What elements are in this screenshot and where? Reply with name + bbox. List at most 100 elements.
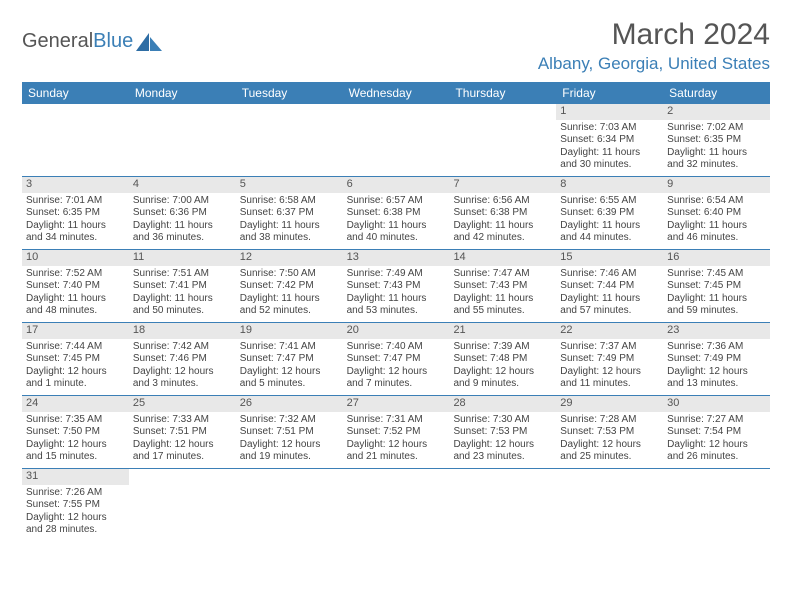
- day-info-line: and 38 minutes.: [240, 232, 339, 245]
- day-cell: 26Sunrise: 7:32 AMSunset: 7:51 PMDayligh…: [236, 396, 343, 468]
- day-info-line: Daylight: 12 hours: [133, 366, 232, 379]
- day-info-line: and 11 minutes.: [560, 378, 659, 391]
- day-cell: 19Sunrise: 7:41 AMSunset: 7:47 PMDayligh…: [236, 323, 343, 395]
- day-info-line: Sunset: 7:53 PM: [560, 426, 659, 439]
- day-cell: [343, 469, 450, 541]
- day-cell: 28Sunrise: 7:30 AMSunset: 7:53 PMDayligh…: [449, 396, 556, 468]
- day-info-line: Sunrise: 7:47 AM: [453, 268, 552, 281]
- day-info-line: Sunrise: 7:31 AM: [347, 414, 446, 427]
- day-cell: [343, 104, 450, 176]
- day-cell: [556, 469, 663, 541]
- day-info-line: Sunset: 7:49 PM: [560, 353, 659, 366]
- day-number: 20: [343, 323, 450, 339]
- day-number: 3: [22, 177, 129, 193]
- day-info-line: Daylight: 11 hours: [560, 147, 659, 160]
- day-cell: 5Sunrise: 6:58 AMSunset: 6:37 PMDaylight…: [236, 177, 343, 249]
- day-info-line: Sunset: 7:54 PM: [667, 426, 766, 439]
- day-info-line: and 13 minutes.: [667, 378, 766, 391]
- logo: GeneralBlue: [22, 18, 162, 53]
- day-info-line: Daylight: 12 hours: [240, 439, 339, 452]
- day-number: 9: [663, 177, 770, 193]
- day-cell: 22Sunrise: 7:37 AMSunset: 7:49 PMDayligh…: [556, 323, 663, 395]
- day-number: 16: [663, 250, 770, 266]
- day-header: Thursday: [449, 82, 556, 104]
- day-info-line: Sunset: 6:36 PM: [133, 207, 232, 220]
- day-number: 31: [22, 469, 129, 485]
- day-info-line: and 7 minutes.: [347, 378, 446, 391]
- day-info-line: Sunset: 7:47 PM: [240, 353, 339, 366]
- day-info-line: Daylight: 12 hours: [133, 439, 232, 452]
- day-info-line: Sunset: 6:38 PM: [347, 207, 446, 220]
- day-cell: 20Sunrise: 7:40 AMSunset: 7:47 PMDayligh…: [343, 323, 450, 395]
- day-cell: [22, 104, 129, 176]
- day-number: 12: [236, 250, 343, 266]
- header: GeneralBlue March 2024 Albany, Georgia, …: [22, 18, 770, 74]
- day-info-line: Sunrise: 7:28 AM: [560, 414, 659, 427]
- day-info-line: Sunrise: 7:27 AM: [667, 414, 766, 427]
- day-info-line: Sunrise: 7:50 AM: [240, 268, 339, 281]
- day-info-line: Daylight: 12 hours: [667, 366, 766, 379]
- day-info-line: and 15 minutes.: [26, 451, 125, 464]
- day-number: 22: [556, 323, 663, 339]
- day-info-line: and 40 minutes.: [347, 232, 446, 245]
- day-cell: 17Sunrise: 7:44 AMSunset: 7:45 PMDayligh…: [22, 323, 129, 395]
- day-info-line: and 5 minutes.: [240, 378, 339, 391]
- day-cell: 15Sunrise: 7:46 AMSunset: 7:44 PMDayligh…: [556, 250, 663, 322]
- day-cell: [236, 104, 343, 176]
- day-number: 6: [343, 177, 450, 193]
- day-info-line: Sunrise: 7:42 AM: [133, 341, 232, 354]
- day-number: 14: [449, 250, 556, 266]
- day-info-line: and 26 minutes.: [667, 451, 766, 464]
- day-info-line: Sunrise: 7:35 AM: [26, 414, 125, 427]
- day-info-line: Daylight: 11 hours: [240, 220, 339, 233]
- day-info-line: Sunset: 7:45 PM: [667, 280, 766, 293]
- day-cell: [663, 469, 770, 541]
- calendar: SundayMondayTuesdayWednesdayThursdayFrid…: [22, 82, 770, 541]
- day-info-line: Sunset: 7:40 PM: [26, 280, 125, 293]
- day-number: 26: [236, 396, 343, 412]
- day-info-line: Daylight: 11 hours: [133, 293, 232, 306]
- day-info-line: and 36 minutes.: [133, 232, 232, 245]
- day-number: 10: [22, 250, 129, 266]
- day-cell: 9Sunrise: 6:54 AMSunset: 6:40 PMDaylight…: [663, 177, 770, 249]
- day-info-line: Sunset: 7:45 PM: [26, 353, 125, 366]
- day-cell: 2Sunrise: 7:02 AMSunset: 6:35 PMDaylight…: [663, 104, 770, 176]
- day-info-line: and 42 minutes.: [453, 232, 552, 245]
- day-info-line: Sunset: 7:42 PM: [240, 280, 339, 293]
- day-info-line: Sunset: 6:37 PM: [240, 207, 339, 220]
- day-number: 15: [556, 250, 663, 266]
- day-info-line: Sunset: 6:38 PM: [453, 207, 552, 220]
- day-info-line: and 59 minutes.: [667, 305, 766, 318]
- day-number: 7: [449, 177, 556, 193]
- day-info-line: Sunrise: 7:51 AM: [133, 268, 232, 281]
- day-info-line: Daylight: 11 hours: [347, 293, 446, 306]
- day-info-line: and 52 minutes.: [240, 305, 339, 318]
- day-info-line: and 25 minutes.: [560, 451, 659, 464]
- day-info-line: Sunset: 7:46 PM: [133, 353, 232, 366]
- day-info-line: and 48 minutes.: [26, 305, 125, 318]
- day-number: 11: [129, 250, 236, 266]
- day-info-line: Sunset: 6:40 PM: [667, 207, 766, 220]
- day-info-line: Daylight: 11 hours: [560, 293, 659, 306]
- day-header: Tuesday: [236, 82, 343, 104]
- day-info-line: and 21 minutes.: [347, 451, 446, 464]
- day-info-line: Sunrise: 7:03 AM: [560, 122, 659, 135]
- day-info-line: Sunset: 7:41 PM: [133, 280, 232, 293]
- day-info-line: Sunset: 7:43 PM: [347, 280, 446, 293]
- day-info-line: and 50 minutes.: [133, 305, 232, 318]
- day-cell: [236, 469, 343, 541]
- day-cell: 16Sunrise: 7:45 AMSunset: 7:45 PMDayligh…: [663, 250, 770, 322]
- day-number: 24: [22, 396, 129, 412]
- day-number: 4: [129, 177, 236, 193]
- day-info-line: Sunrise: 7:39 AM: [453, 341, 552, 354]
- day-info-line: Sunrise: 7:01 AM: [26, 195, 125, 208]
- day-number: 5: [236, 177, 343, 193]
- day-info-line: Sunrise: 7:44 AM: [26, 341, 125, 354]
- day-info-line: Daylight: 12 hours: [26, 366, 125, 379]
- week-row: 1Sunrise: 7:03 AMSunset: 6:34 PMDaylight…: [22, 104, 770, 177]
- day-number: 13: [343, 250, 450, 266]
- day-cell: 7Sunrise: 6:56 AMSunset: 6:38 PMDaylight…: [449, 177, 556, 249]
- day-info-line: Daylight: 12 hours: [26, 439, 125, 452]
- day-cell: 11 Sunrise: 7:51 AMSunset: 7:41 PMDayligh…: [129, 250, 236, 322]
- day-info-line: Sunset: 7:52 PM: [347, 426, 446, 439]
